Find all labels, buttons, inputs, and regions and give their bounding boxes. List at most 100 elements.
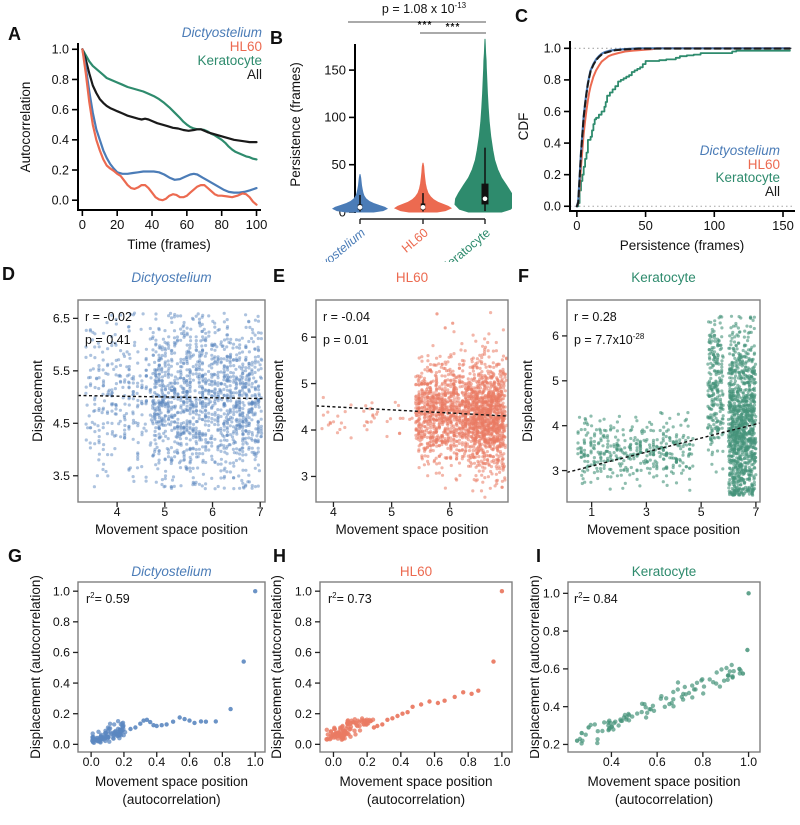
svg-text:Movement space position: Movement space position [95,522,248,537]
svg-text:5.5: 5.5 [53,364,70,378]
panel-letter: H [273,546,286,566]
svg-text:0.0: 0.0 [544,200,561,214]
legend: Dictyostelium HL60 Keratocyte All [700,144,780,198]
legend: Dictyostelium HL60 Keratocyte All [182,26,262,82]
svg-text:0.2: 0.2 [544,168,561,182]
svg-text:1.0: 1.0 [52,43,69,57]
svg-text:Time (frames): Time (frames) [127,237,211,252]
svg-text:CDF: CDF [516,113,531,141]
legend-item-hl60: HL60 [229,39,262,54]
svg-text:Persistence (frames): Persistence (frames) [620,238,745,253]
svg-text:Autocorrelation: Autocorrelation [18,82,33,173]
panel-title: HL60 [395,270,429,285]
stats-block: r2= 0.84 [574,586,618,609]
svg-text:0.8: 0.8 [544,73,561,87]
panel-letter: F [518,266,529,286]
panel-title: Dictyostelium [131,270,212,285]
stats-block: r = 0.28 p = 7.7x10-28 [574,304,644,350]
svg-text:5: 5 [301,377,308,391]
svg-text:100: 100 [703,218,725,233]
stat-r2: r2= 0.84 [574,591,618,607]
cdf-line-chart: 0.0 0.2 0.4 0.6 0.8 1.0 0 50 100 150 Persistence (… [516,41,795,253]
p-value-label: p = 1.08 x 10-13 [381,1,467,17]
svg-text:3: 3 [301,470,308,484]
svg-text:50: 50 [638,218,652,233]
svg-text:0.2: 0.2 [52,163,69,177]
panel-title: HL60 [399,564,433,579]
stats-block: r2= 0.73 [328,586,372,609]
svg-text:Keratocyte: Keratocyte [438,226,493,262]
svg-text:4: 4 [330,505,337,519]
svg-text:0: 0 [79,217,86,232]
svg-text:150: 150 [324,62,346,77]
stat-r: r = 0.28 [574,310,617,325]
panel-h-hl60-autocorr-scatter: H HL60 r2= 0.73 0.0 0.2 0.4 0.6 0.8 1.0 0.0 0.2… [268,540,530,825]
legend-item-keratocyte: Keratocyte [715,170,780,185]
svg-text:5: 5 [388,505,395,519]
stat-p: p = 0.41 [85,333,131,348]
panel-letter: G [8,546,23,566]
svg-text:100: 100 [246,217,268,232]
panel-a-autocorrelation: A 0.0 0.2 0.4 0.6 0.8 1.0 0 20 40 60 80 100 Time (fr… [0,0,268,262]
legend-item-dictyostelium: Dictyostelium [181,25,262,40]
svg-text:Displacement: Displacement [271,360,286,442]
svg-text:HL60: HL60 [399,226,431,256]
significance-stars-1: *** [417,20,433,31]
svg-text:6.5: 6.5 [53,312,70,326]
legend-item-all: All [246,67,262,82]
svg-text:0.4: 0.4 [544,136,561,150]
svg-text:Displacement: Displacement [30,360,45,442]
svg-text:150: 150 [772,218,794,233]
stat-r2: r2= 0.73 [328,591,372,607]
stat-r2: r2= 0.59 [86,591,130,607]
svg-text:0.4: 0.4 [52,133,69,147]
panel-i-keratocyte-autocorr-scatter: I Keratocyte r2= 0.84 0.4 0.6 0.8 1.0 0.2 0.4… [530,540,800,825]
svg-text:1.0: 1.0 [544,42,561,56]
legend-item-hl60: HL60 [747,156,780,172]
svg-text:0.8: 0.8 [52,73,69,87]
svg-text:0.6: 0.6 [544,105,561,119]
panel-letter: C [515,6,528,26]
hl60-autocorr-scatter-chart: 0.0 0.2 0.4 0.6 0.8 1.00.00.20.40.60.81.0Move… [269,575,513,807]
panel-title: Dictyostelium [131,564,212,579]
dictyostelium-scatter-chart: 4 5 6 7 3.5 4.5 5.5 6.5 Movement space position D… [30,299,266,537]
svg-text:6: 6 [446,505,453,519]
panel-c-cdf: C 0.0 0.2 0.4 0.6 0.8 1.0 0 50 100 150 Persistence… [512,0,800,262]
svg-text:50: 50 [332,157,346,172]
svg-text:Persistence (frames): Persistence (frames) [288,62,303,187]
svg-text:4: 4 [114,505,121,519]
svg-text:4: 4 [301,423,308,437]
stats-block: r2= 0.59 [86,586,130,609]
svg-text:0: 0 [573,218,580,233]
svg-text:60: 60 [180,217,194,232]
legend-item-keratocyte: Keratocyte [197,53,262,68]
svg-text:4.5: 4.5 [53,416,70,430]
panel-letter: A [8,24,21,44]
panel-letter: B [270,28,283,48]
hl60-scatter-chart: 4 5 6 3 4 5 6 Movement space position Displaceme… [271,299,509,537]
legend-item-dictyostelium: Dictyostelium [699,143,780,158]
panel-e-hl60-scatter: E HL60 r = -0.04 p = 0.01 4 5 6 3 4 5 6 Movemen… [268,262,518,540]
stat-r: r = -0.02 [85,310,132,325]
svg-text:3.5: 3.5 [53,469,70,483]
panel-g-dictyostelium-autocorr-scatter: G Dictyostelium r2= 0.59 0.0 0.2 0.4 0.6 0.8… [0,540,268,825]
svg-text:Dictyostelium: Dictyostelium [302,226,368,262]
panel-d-dictyostelium-scatter: D Dictyostelium r = -0.02 p = 0.41 4 5 6 7 3… [0,262,268,540]
svg-text:40: 40 [145,217,159,232]
svg-text:100: 100 [324,110,346,125]
stat-r: r = -0.04 [323,310,370,325]
panel-letter: I [536,546,542,566]
svg-text:0.0: 0.0 [52,193,69,207]
legend-item-all: All [764,183,780,199]
panel-title: Keratocyte [631,270,696,285]
svg-text:0.6: 0.6 [52,103,69,117]
svg-text:Movement space position: Movement space position [335,522,488,537]
svg-text:80: 80 [214,217,228,232]
svg-text:20: 20 [110,217,124,232]
svg-text:5: 5 [161,505,168,519]
significance-stars-2: *** [445,22,461,33]
